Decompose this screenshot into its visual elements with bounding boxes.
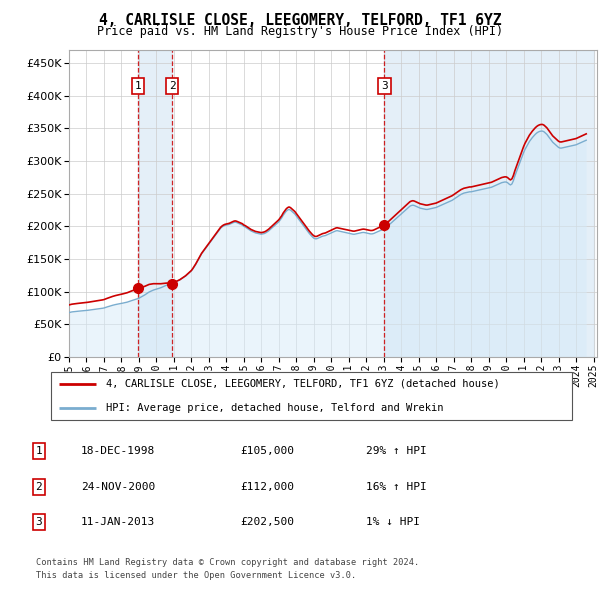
Text: 2: 2 bbox=[169, 81, 176, 91]
Bar bbox=[138, 50, 172, 357]
Text: 29% ↑ HPI: 29% ↑ HPI bbox=[366, 447, 427, 456]
Text: £112,000: £112,000 bbox=[240, 482, 294, 491]
Text: 1% ↓ HPI: 1% ↓ HPI bbox=[366, 517, 420, 527]
Text: 1: 1 bbox=[35, 447, 43, 456]
Text: 4, CARLISLE CLOSE, LEEGOMERY, TELFORD, TF1 6YZ (detached house): 4, CARLISLE CLOSE, LEEGOMERY, TELFORD, T… bbox=[106, 379, 500, 389]
Bar bbox=[385, 50, 593, 357]
Text: 4, CARLISLE CLOSE, LEEGOMERY, TELFORD, TF1 6YZ: 4, CARLISLE CLOSE, LEEGOMERY, TELFORD, T… bbox=[99, 13, 501, 28]
Text: 3: 3 bbox=[381, 81, 388, 91]
Text: Contains HM Land Registry data © Crown copyright and database right 2024.: Contains HM Land Registry data © Crown c… bbox=[36, 558, 419, 566]
Text: 1: 1 bbox=[135, 81, 142, 91]
Text: This data is licensed under the Open Government Licence v3.0.: This data is licensed under the Open Gov… bbox=[36, 571, 356, 579]
Text: 2: 2 bbox=[35, 482, 43, 491]
Text: 24-NOV-2000: 24-NOV-2000 bbox=[81, 482, 155, 491]
Text: 16% ↑ HPI: 16% ↑ HPI bbox=[366, 482, 427, 491]
Text: Price paid vs. HM Land Registry's House Price Index (HPI): Price paid vs. HM Land Registry's House … bbox=[97, 25, 503, 38]
Text: £105,000: £105,000 bbox=[240, 447, 294, 456]
Text: 3: 3 bbox=[35, 517, 43, 527]
Text: £202,500: £202,500 bbox=[240, 517, 294, 527]
Text: 18-DEC-1998: 18-DEC-1998 bbox=[81, 447, 155, 456]
Text: HPI: Average price, detached house, Telford and Wrekin: HPI: Average price, detached house, Telf… bbox=[106, 403, 443, 413]
Text: 11-JAN-2013: 11-JAN-2013 bbox=[81, 517, 155, 527]
FancyBboxPatch shape bbox=[50, 372, 572, 419]
